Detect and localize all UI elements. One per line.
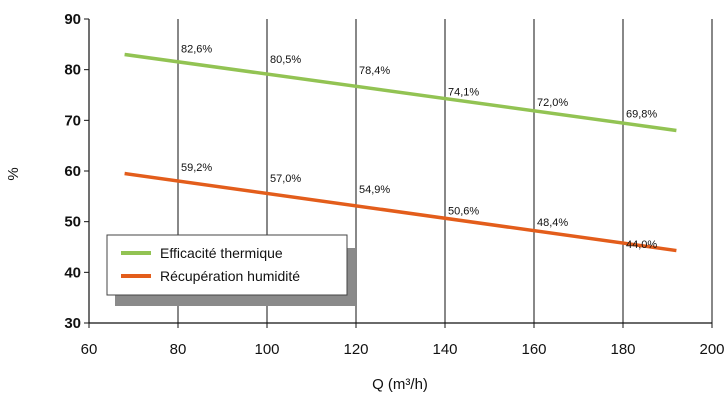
y-tick-label: 30 [64,315,81,332]
y-tick-labels: 30 40 50 60 70 80 90 [64,11,81,332]
x-tick-label: 60 [81,341,98,358]
y-tick-label: 40 [64,264,81,281]
y-axis-title: % [5,167,22,180]
data-label-efficacite-thermique: 69,8% [626,108,657,120]
x-tick-label: 160 [521,341,546,358]
series-line-recuperation-humidite [124,171,677,253]
axes [84,18,713,328]
data-label-recuperation-humidite: 59,2% [181,162,212,174]
data-label-efficacite-thermique: 80,5% [270,54,301,66]
legend-label-efficacite-thermique: Efficacité thermique [160,245,283,261]
legend: Efficacité thermique Récupération humidi… [106,234,355,306]
y-tick-label: 70 [64,112,81,129]
y-tick-label: 80 [64,62,81,79]
legend-label-recuperation-humidite: Récupération humidité [160,268,300,284]
y-tick-label: 60 [64,163,81,180]
x-tick-label: 180 [610,341,635,358]
x-tick-label: 120 [343,341,368,358]
data-label-recuperation-humidite: 54,9% [359,184,390,196]
x-axis-title: Q (m³/h) [372,376,428,393]
data-label-efficacite-thermique: 72,0% [537,97,568,109]
data-label-efficacite-thermique: 82,6% [181,43,212,55]
data-label-recuperation-humidite: 57,0% [270,173,301,185]
data-label-recuperation-humidite: 44,0% [626,239,657,251]
x-tick-label: 100 [254,341,279,358]
y-tick-label: 90 [64,11,81,28]
data-label-efficacite-thermique: 74,1% [448,87,479,99]
data-labels: 82,6% 80,5% 78,4% 74,1% 72,0% 69,8% 59,2% 57,0%… [181,43,657,251]
x-tick-label: 200 [699,341,724,358]
series-lines [124,52,677,253]
x-tick-label: 80 [170,341,187,358]
y-tick-label: 50 [64,214,81,231]
data-label-efficacite-thermique: 78,4% [359,65,390,77]
x-tick-label: 140 [432,341,457,358]
legend-box [106,234,348,296]
data-label-recuperation-humidite: 50,6% [448,206,479,218]
x-tick-labels: 60 80 100 120 140 160 180 200 [81,341,725,358]
grid-lines [177,19,713,323]
data-label-recuperation-humidite: 48,4% [537,217,568,229]
series-line-efficacite-thermique [124,52,677,133]
